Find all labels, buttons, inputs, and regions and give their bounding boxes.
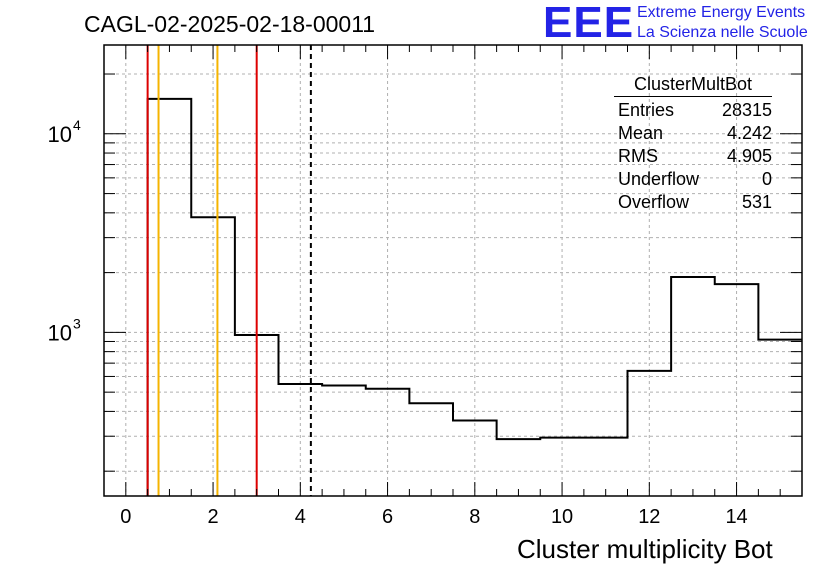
eee-logo-line2: La Scienza nelle Scuole	[637, 24, 808, 41]
x-tick-label: 2	[208, 506, 219, 528]
stats-row-overflow: Overflow 531	[614, 191, 772, 214]
stats-label: RMS	[618, 146, 658, 166]
y-tick-label: 10	[48, 122, 72, 147]
histogram-bin	[191, 217, 235, 496]
stats-value: 0	[761, 169, 772, 189]
histogram-bin	[148, 99, 192, 496]
histogram-bin	[715, 284, 759, 496]
histogram-bin	[628, 371, 672, 496]
stats-box: ClusterMultBot Entries 28315 Mean 4.242 …	[614, 74, 772, 214]
stats-title: ClusterMultBot	[614, 74, 772, 97]
y-tick-label-exponent: 3	[73, 315, 81, 331]
stats-row-entries: Entries 28315	[614, 99, 772, 122]
histogram-bin	[497, 439, 541, 496]
x-tick-label: 14	[725, 506, 747, 528]
stats-value: 28315	[721, 100, 772, 120]
stats-value: 4.242	[726, 123, 772, 143]
stats-label: Mean	[618, 123, 664, 143]
histogram-bin	[584, 438, 628, 496]
stats-value: 4.905	[726, 146, 772, 166]
histogram-bin	[409, 403, 453, 496]
eee-logo-line1: Extreme Energy Events	[637, 4, 806, 21]
x-tick-label: 0	[120, 506, 131, 528]
stats-row-underflow: Underflow 0	[614, 168, 772, 191]
run-title: CAGL-02-2025-02-18-00011	[84, 11, 376, 37]
x-axis-label: Cluster multiplicity Bot	[517, 534, 773, 564]
x-tick-label: 10	[551, 506, 573, 528]
histogram-bin	[366, 389, 410, 496]
y-tick-label: 10	[48, 320, 72, 345]
histogram-bin	[671, 277, 715, 496]
x-tick-label: 12	[638, 506, 660, 528]
stats-value: 531	[741, 192, 772, 212]
histogram-bin	[322, 386, 366, 496]
histogram-bin	[279, 384, 323, 496]
stats-row-mean: Mean 4.242	[614, 122, 772, 145]
x-tick-label: 6	[382, 506, 393, 528]
x-tick-label: 8	[469, 506, 480, 528]
stats-row-rms: RMS 4.905	[614, 145, 772, 168]
y-tick-label-exponent: 4	[73, 117, 81, 133]
stats-label: Overflow	[618, 192, 690, 212]
stats-label: Entries	[618, 100, 675, 120]
x-tick-label: 4	[295, 506, 306, 528]
histogram-series	[146, 97, 802, 496]
eee-logo: EEE	[543, 0, 635, 47]
stats-label: Underflow	[618, 169, 700, 189]
